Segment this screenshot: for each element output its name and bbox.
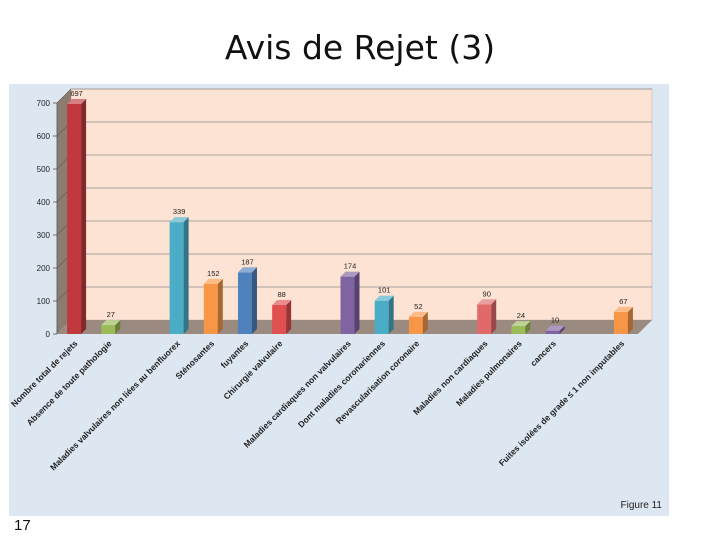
bar-value-label: 52 bbox=[414, 302, 422, 311]
bar-top bbox=[374, 295, 394, 301]
bar-front bbox=[340, 276, 355, 334]
bar-side bbox=[422, 311, 428, 334]
y-tick-label: 700 bbox=[37, 99, 51, 108]
bar-value-label: 27 bbox=[107, 310, 115, 319]
figure-label: Figure 11 bbox=[620, 500, 662, 511]
bar-side bbox=[115, 320, 121, 334]
category-label: Fuites isolées de grade ≤ 1 non imputabl… bbox=[497, 338, 627, 468]
bar bbox=[203, 278, 223, 334]
chart-bars bbox=[67, 98, 633, 335]
bar-top bbox=[169, 217, 189, 223]
y-tick-label: 400 bbox=[37, 198, 51, 207]
bar-value-label: 187 bbox=[241, 257, 254, 266]
bar bbox=[237, 267, 257, 334]
bar-side bbox=[559, 325, 565, 334]
y-tick-label: 200 bbox=[37, 264, 51, 273]
bar-front bbox=[477, 304, 492, 334]
bar-side bbox=[286, 299, 292, 334]
category-label: cancers bbox=[528, 338, 558, 368]
slide-title: Avis de Rejet (3) bbox=[224, 28, 496, 67]
bar-front bbox=[374, 300, 389, 334]
bar-top bbox=[67, 98, 87, 104]
bar-value-label: 10 bbox=[551, 316, 559, 325]
bar bbox=[169, 217, 189, 334]
bar bbox=[340, 271, 360, 334]
bar-side bbox=[183, 217, 189, 334]
bar-value-label: 152 bbox=[207, 269, 220, 278]
bar bbox=[545, 325, 565, 334]
bar-top bbox=[272, 299, 292, 305]
bar-value-label: 67 bbox=[619, 297, 627, 306]
bar bbox=[613, 306, 633, 334]
bar-front bbox=[613, 311, 628, 334]
bar-value-label: 174 bbox=[344, 262, 357, 271]
bar-top bbox=[477, 299, 497, 305]
bar-side bbox=[217, 278, 223, 334]
bar-top bbox=[545, 325, 565, 331]
bar-value-label: 101 bbox=[378, 286, 391, 295]
bar bbox=[272, 299, 292, 334]
bar-top bbox=[613, 306, 633, 312]
bar-front bbox=[67, 103, 82, 335]
gridline-side bbox=[56, 88, 72, 104]
page-number: 17 bbox=[14, 517, 31, 534]
bar-side bbox=[388, 295, 394, 334]
category-label: fuyantes bbox=[219, 338, 251, 370]
bar-value-label: 339 bbox=[173, 207, 186, 216]
y-tick-label: 300 bbox=[37, 231, 51, 240]
bar-front bbox=[203, 283, 218, 334]
bar bbox=[101, 320, 121, 334]
bar-top bbox=[511, 321, 531, 327]
bar-front bbox=[511, 326, 526, 334]
bar-front bbox=[545, 330, 560, 334]
bar-side bbox=[491, 299, 497, 334]
bar-top bbox=[203, 278, 223, 284]
bar-side bbox=[354, 271, 360, 334]
category-label: Maladies valvulaires non liées au benflu… bbox=[48, 338, 182, 472]
bar-side bbox=[81, 98, 87, 335]
chart-back-wall bbox=[70, 88, 653, 321]
bar-front bbox=[237, 272, 252, 334]
bar-side bbox=[525, 321, 531, 334]
bar-value-label: 90 bbox=[483, 289, 491, 298]
y-tick-label: 100 bbox=[37, 297, 51, 306]
y-tick-label: 0 bbox=[46, 330, 51, 339]
bar-side bbox=[627, 306, 633, 334]
bar-side bbox=[251, 267, 257, 334]
category-label: Maladies pulmonaires bbox=[454, 338, 524, 408]
bar-front bbox=[272, 304, 287, 334]
bar bbox=[477, 299, 497, 334]
bar-front bbox=[169, 222, 184, 334]
bar-value-label: 88 bbox=[277, 290, 285, 299]
bar-value-label: 24 bbox=[517, 311, 525, 320]
bar-top bbox=[408, 311, 428, 317]
category-label: Nombre total de rejets bbox=[9, 338, 80, 409]
bar bbox=[408, 311, 428, 334]
category-label: Chirurgie valvulaire bbox=[221, 338, 284, 401]
bar bbox=[67, 98, 87, 335]
bar bbox=[511, 321, 531, 334]
bar-top bbox=[237, 267, 257, 273]
bar-top bbox=[340, 271, 360, 277]
bar bbox=[374, 295, 394, 334]
bar-top bbox=[101, 320, 121, 326]
bar-value-label: 697 bbox=[70, 89, 83, 98]
bar-front bbox=[101, 325, 116, 334]
y-tick-label: 600 bbox=[37, 132, 51, 141]
y-tick-label: 500 bbox=[37, 165, 51, 174]
bar-front bbox=[408, 316, 423, 334]
